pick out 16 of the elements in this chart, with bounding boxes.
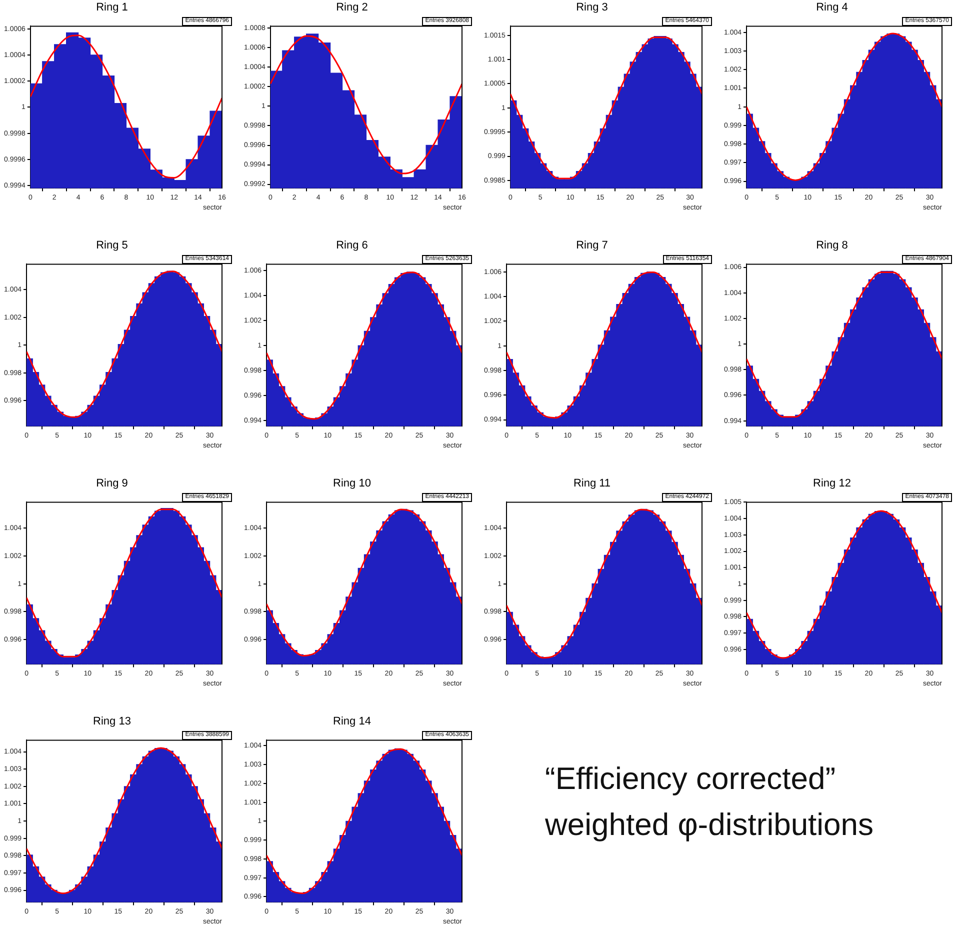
chart-title: Ring 6 bbox=[336, 240, 368, 252]
chart-title: Ring 2 bbox=[336, 2, 368, 14]
chart-title: Ring 11 bbox=[573, 478, 611, 490]
chart-title: Ring 3 bbox=[576, 2, 608, 14]
chart-title: Ring 9 bbox=[96, 478, 128, 490]
chart-title: Ring 12 bbox=[813, 478, 851, 490]
chart-title: Ring 8 bbox=[816, 240, 848, 252]
chart-title: Ring 5 bbox=[96, 240, 128, 252]
chart-title: Ring 7 bbox=[576, 240, 608, 252]
chart-title: Ring 10 bbox=[333, 478, 371, 490]
text: weighted φ-distributions bbox=[545, 806, 874, 844]
chart-title: Ring 13 bbox=[93, 716, 131, 728]
chart-title: Ring 14 bbox=[333, 716, 371, 728]
text: “Efficiency corrected” bbox=[545, 760, 837, 798]
chart-title: Ring 1 bbox=[96, 2, 128, 14]
chart-title: Ring 4 bbox=[816, 2, 848, 14]
